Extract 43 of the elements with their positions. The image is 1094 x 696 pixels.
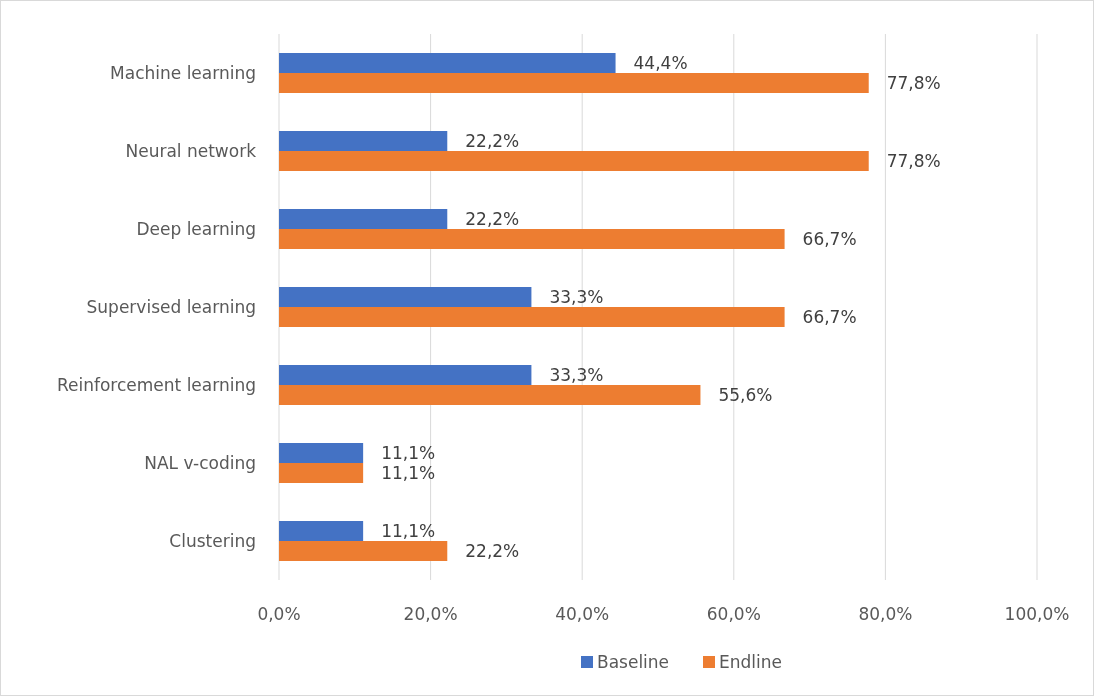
bar [279,443,364,463]
y-tick-label: Machine learning [110,63,256,83]
legend-label: Baseline [597,652,670,672]
data-label: 77,8% [886,151,941,171]
y-tick-label: Reinforcement learning [56,375,256,395]
x-tick-label: 60,0% [706,604,761,624]
bar [279,209,448,229]
y-tick-label: Supervised learning [86,297,256,317]
data-label: 22,2% [465,131,520,151]
data-label: 22,2% [465,209,520,229]
legend-label: Endline [719,652,782,672]
data-label: 44,4% [633,53,688,73]
bar [279,365,532,385]
data-label: 77,8% [886,73,941,93]
bar [279,521,364,541]
data-label: 22,2% [465,541,520,561]
x-tick-label: 100,0% [1004,604,1070,624]
data-label: 33,3% [549,287,604,307]
bar [279,53,616,73]
data-label: 66,7% [802,229,857,249]
data-label: 11,1% [381,521,436,541]
x-tick-label: 20,0% [403,604,458,624]
bar [279,287,532,307]
bar [279,541,448,561]
x-tick-label: 40,0% [555,604,610,624]
data-label: 33,3% [549,365,604,385]
y-tick-label: Clustering [169,531,256,551]
data-label: 66,7% [802,307,857,327]
data-label: 55,6% [718,385,773,405]
x-tick-label: 80,0% [858,604,913,624]
bar [279,229,785,249]
y-tick-label: NAL v-coding [144,453,256,473]
bar [279,307,785,327]
bar [279,463,364,483]
y-tick-label: Deep learning [136,219,256,239]
bar [279,385,701,405]
y-tick-label: Neural network [125,141,257,161]
data-label: 11,1% [381,463,436,483]
bar [279,131,448,151]
x-tick-label: 0,0% [257,604,301,624]
bar [279,151,869,171]
bar [279,73,869,93]
data-label: 11,1% [381,443,436,463]
